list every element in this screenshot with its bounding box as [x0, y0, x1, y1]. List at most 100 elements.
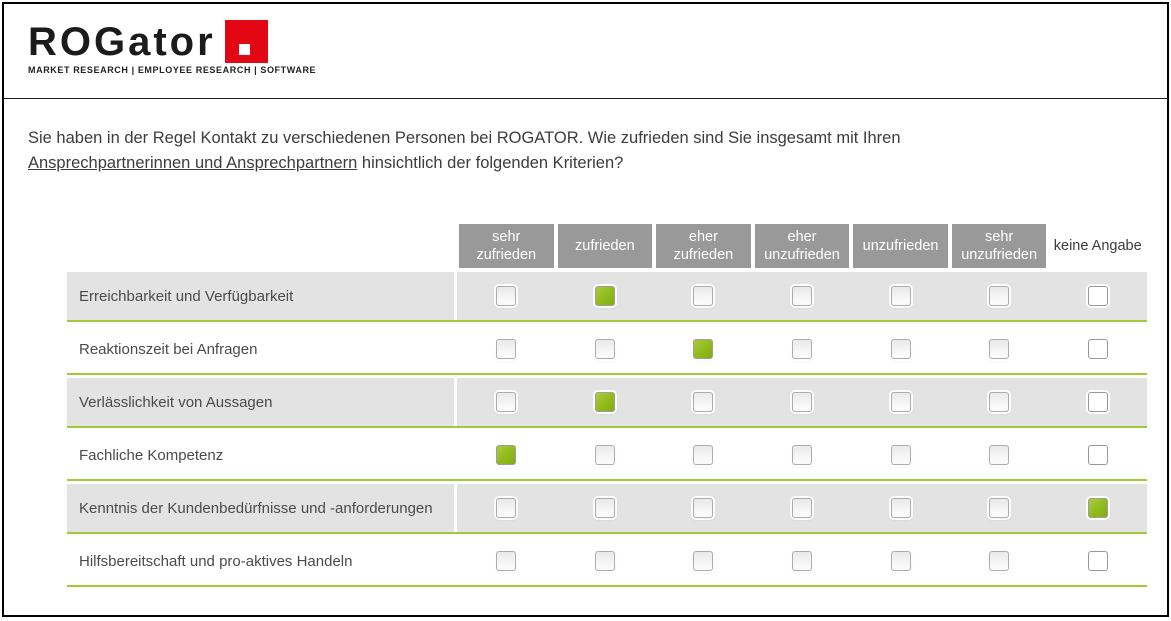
row-options-6	[457, 537, 1147, 585]
checkbox-r1-c6[interactable]	[989, 286, 1010, 306]
matrix-cell-r2-c5	[851, 325, 950, 373]
checkbox-r2-c5[interactable]	[890, 339, 911, 359]
matrix-cell-r5-c6	[950, 484, 1049, 532]
matrix-cell-r6-c1	[457, 537, 556, 585]
satisfaction-matrix: sehr zufrieden zufrieden eher zufrieden ehe…	[67, 224, 1147, 587]
matrix-header: sehr zufrieden zufrieden eher zufrieden ehe…	[67, 224, 1147, 268]
checkbox-r3-c1[interactable]	[496, 392, 517, 412]
checkbox-r5-c6[interactable]	[989, 498, 1010, 518]
checkbox-r1-c4[interactable]	[791, 286, 812, 306]
question-line1: Sie haben in der Regel Kontakt zu versch…	[28, 129, 901, 147]
checkbox-r4-c1-checked[interactable]	[496, 445, 517, 465]
checkbox-r6-c1[interactable]	[496, 551, 517, 571]
checkbox-r4-c4[interactable]	[791, 445, 812, 465]
matrix-cell-r1-c1	[457, 272, 556, 320]
checkbox-r3-c7[interactable]	[1087, 392, 1108, 412]
row-options-1	[457, 272, 1147, 320]
checkbox-r1-c5[interactable]	[890, 286, 911, 306]
matrix-cell-r2-c4	[753, 325, 852, 373]
column-header-7: keine Angabe	[1053, 237, 1142, 254]
checkbox-r1-c7[interactable]	[1087, 286, 1108, 306]
column-header-2: zufrieden	[557, 224, 653, 268]
checkbox-r6-c7[interactable]	[1087, 551, 1108, 571]
matrix-cell-r5-c2	[556, 484, 655, 532]
row-label-4: Fachliche Kompetenz	[79, 446, 224, 464]
checkbox-r5-c3[interactable]	[693, 498, 714, 518]
checkbox-r5-c7-checked[interactable]	[1087, 498, 1108, 518]
checkbox-r2-c7[interactable]	[1087, 339, 1108, 359]
matrix-header-columns: sehr zufrieden zufrieden eher zufrieden ehe…	[457, 224, 1147, 268]
matrix-cell-r4-c2	[556, 431, 655, 479]
matrix-cell-r3-c6	[950, 378, 1049, 426]
matrix-cell-r4-c4	[753, 431, 852, 479]
checkbox-r1-c1[interactable]	[496, 286, 517, 306]
checkbox-r4-c6[interactable]	[989, 445, 1010, 465]
checkbox-r4-c7[interactable]	[1087, 445, 1108, 465]
row-options-2	[457, 325, 1147, 373]
matrix-cell-r6-c2	[556, 537, 655, 585]
checkbox-r6-c2[interactable]	[594, 551, 615, 571]
checkbox-r4-c2[interactable]	[594, 445, 615, 465]
checkbox-r2-c2[interactable]	[594, 339, 615, 359]
matrix-cell-r6-c6	[950, 537, 1049, 585]
matrix-cell-r3-c4	[753, 378, 852, 426]
checkbox-r3-c5[interactable]	[890, 392, 911, 412]
row-options-3	[457, 378, 1147, 426]
checkbox-r4-c3[interactable]	[693, 445, 714, 465]
matrix-cell-r1-c4	[753, 272, 852, 320]
rogator-logo: ROGator MARKET RESEARCH | EMPLOYEE RESEA…	[28, 20, 316, 75]
checkbox-r2-c4[interactable]	[791, 339, 812, 359]
matrix-row-5: Kenntnis der Kundenbedürfnisse und -anfo…	[67, 484, 1147, 534]
checkbox-r2-c6[interactable]	[989, 339, 1010, 359]
checkbox-r4-c5[interactable]	[890, 445, 911, 465]
matrix-row-2: Reaktionszeit bei Anfragen	[67, 325, 1147, 375]
question-text: Sie haben in der Regel Kontakt zu versch…	[4, 99, 1134, 176]
checkbox-r6-c6[interactable]	[989, 551, 1010, 571]
matrix-cell-r3-c3	[654, 378, 753, 426]
question-line2-rest: hinsichtlich der folgenden Kriterien?	[357, 154, 624, 172]
matrix-cell-r3-c5	[851, 378, 950, 426]
matrix-row-1: Erreichbarkeit und Verfügbarkeit	[67, 272, 1147, 322]
checkbox-r6-c4[interactable]	[791, 551, 812, 571]
matrix-cell-r5-c7	[1048, 484, 1147, 532]
checkbox-r6-c3[interactable]	[693, 551, 714, 571]
question-underlined-phrase: Ansprechpartnerinnen und Ansprechpartner…	[28, 154, 358, 172]
matrix-cell-r2-c1	[457, 325, 556, 373]
checkbox-r6-c5[interactable]	[890, 551, 911, 571]
checkbox-r2-c3-checked[interactable]	[693, 339, 714, 359]
matrix-cell-r6-c7	[1048, 537, 1147, 585]
checkbox-r3-c2-checked[interactable]	[594, 392, 615, 412]
matrix-cell-r5-c5	[851, 484, 950, 532]
checkbox-r3-c6[interactable]	[989, 392, 1010, 412]
column-header-4: eher unzufrieden	[754, 224, 850, 268]
checkbox-r3-c3[interactable]	[693, 392, 714, 412]
checkbox-r5-c2[interactable]	[594, 498, 615, 518]
matrix-cell-r2-c3	[654, 325, 753, 373]
column-header-1: sehr zufrieden	[459, 224, 554, 268]
checkbox-r1-c2-checked[interactable]	[594, 286, 615, 306]
matrix-cell-r3-c1	[457, 378, 556, 426]
checkbox-r5-c1[interactable]	[496, 498, 517, 518]
matrix-cell-r2-c2	[556, 325, 655, 373]
matrix-cell-r4-c7	[1048, 431, 1147, 479]
column-header-6: sehr unzufrieden	[951, 224, 1047, 268]
row-label-3: Verlässlichkeit von Aussagen	[67, 378, 454, 426]
matrix-cell-r2-c7	[1048, 325, 1147, 373]
matrix-cell-r5-c1	[457, 484, 556, 532]
checkbox-r5-c5[interactable]	[890, 498, 911, 518]
checkbox-r5-c4[interactable]	[791, 498, 812, 518]
matrix-cell-r4-c6	[950, 431, 1049, 479]
row-label-5: Kenntnis der Kundenbedürfnisse und -anfo…	[67, 484, 454, 532]
checkbox-r1-c3[interactable]	[693, 286, 714, 306]
matrix-cell-r4-c1	[457, 431, 556, 479]
column-header-5: unzufrieden	[853, 224, 948, 268]
checkbox-r2-c1[interactable]	[496, 339, 517, 359]
checkbox-r3-c4[interactable]	[791, 392, 812, 412]
row-label-6: Hilfsbereitschaft und pro-aktives Handel…	[79, 552, 353, 570]
matrix-cell-r4-c3	[654, 431, 753, 479]
matrix-cell-r4-c5	[851, 431, 950, 479]
matrix-cell-r5-c3	[654, 484, 753, 532]
matrix-cell-r2-c6	[950, 325, 1049, 373]
matrix-body: Erreichbarkeit und Verfügbarkeit Reaktion…	[67, 272, 1147, 587]
